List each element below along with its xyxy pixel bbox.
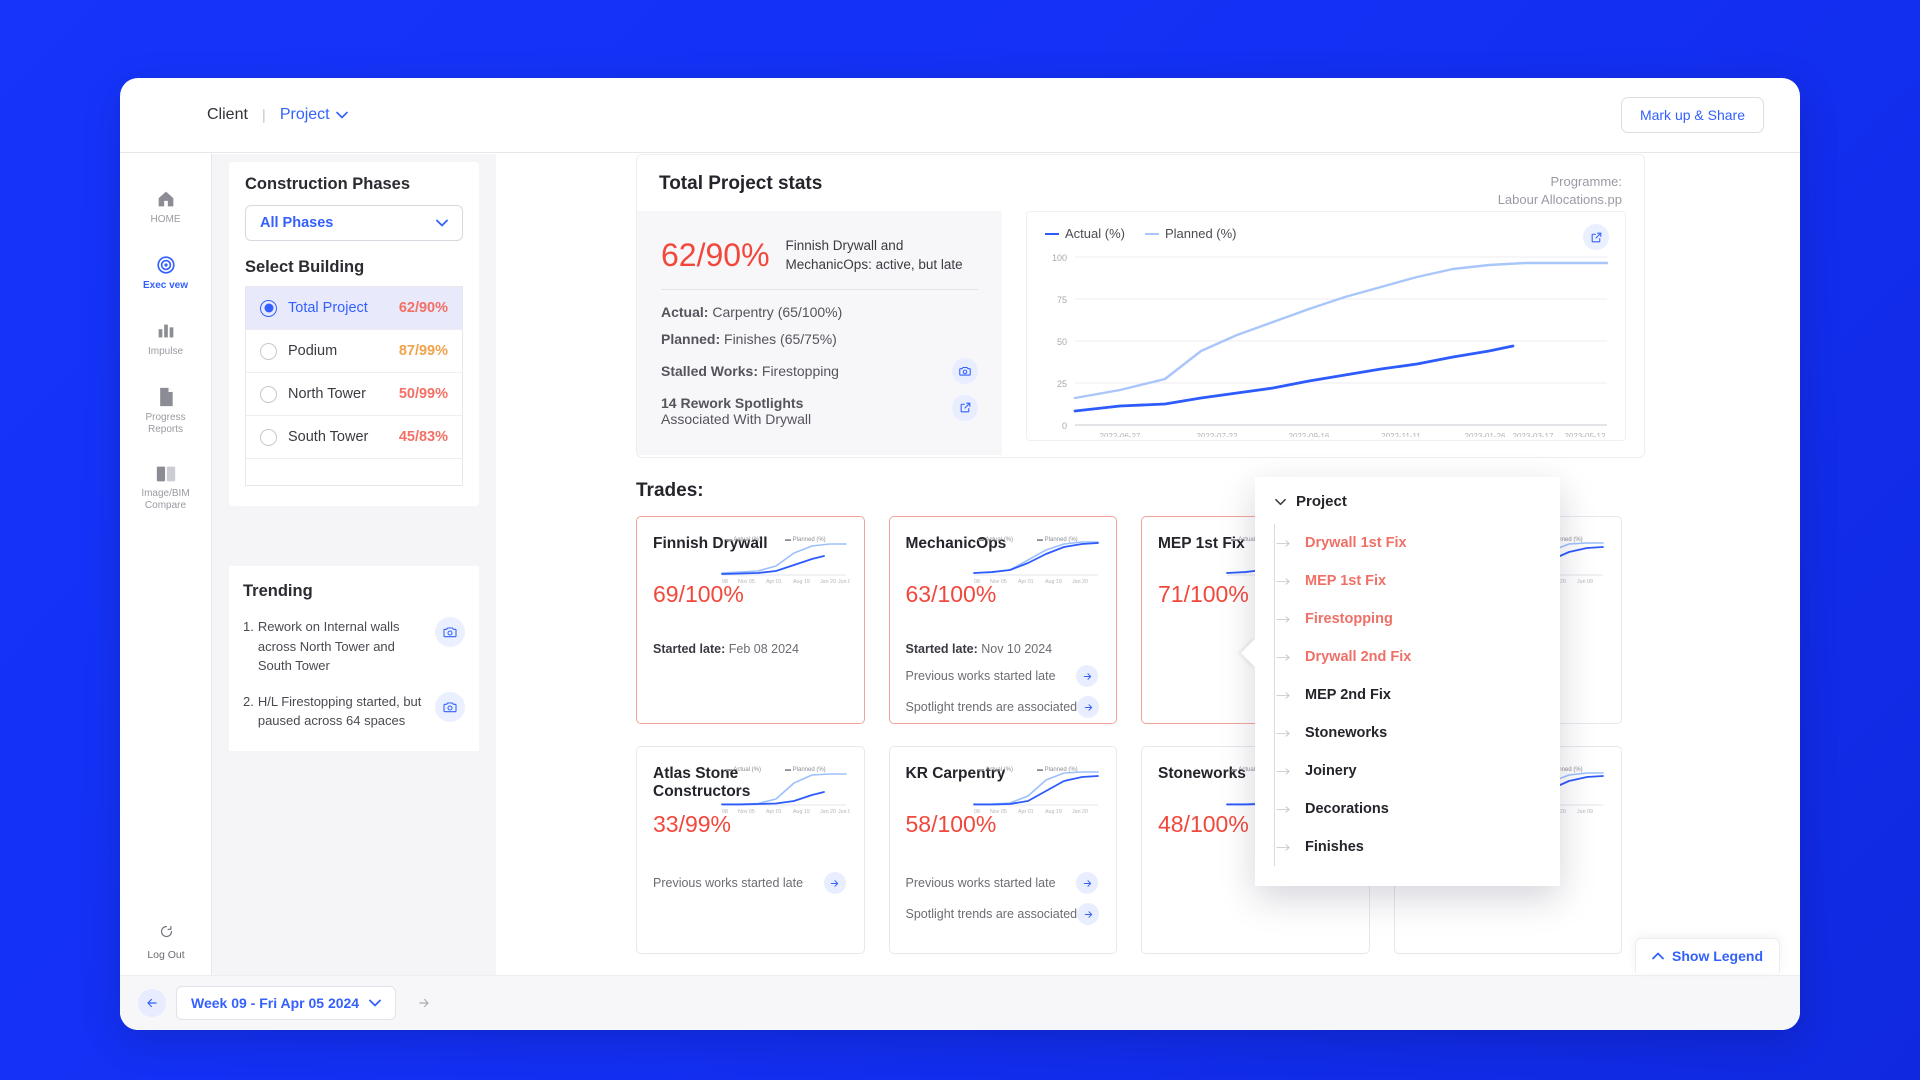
svg-text:▬ Actual (%): ▬ Actual (%) [726,767,761,773]
svg-text:Apr 01: Apr 01 [766,809,782,815]
svg-text:▬ Actual (%): ▬ Actual (%) [978,537,1013,543]
svg-text:50: 50 [1057,337,1067,347]
svg-text:Nov 05: Nov 05 [738,809,755,815]
svg-text:▬ Planned (%): ▬ Planned (%) [785,767,826,773]
svg-text:0: 0 [1062,421,1067,431]
svg-text:Jan 20: Jan 20 [1072,579,1088,585]
svg-text:Jun 09: Jun 09 [838,579,850,585]
svg-text:Apr 01: Apr 01 [1018,579,1034,585]
svg-text:Apr 01: Apr 01 [1018,809,1034,815]
svg-text:08: 08 [722,579,728,585]
svg-text:2023-03-17: 2023-03-17 [1513,432,1554,437]
svg-text:2022-07-22: 2022-07-22 [1197,432,1238,437]
svg-text:Jan 20: Jan 20 [820,579,836,585]
svg-text:▬ Planned (%): ▬ Planned (%) [785,537,826,543]
svg-text:Jun 09: Jun 09 [1577,809,1593,815]
svg-text:08: 08 [722,809,728,815]
svg-text:▬ Planned (%): ▬ Planned (%) [1037,537,1078,543]
svg-text:Jan 20: Jan 20 [820,809,836,815]
svg-text:Jan 20: Jan 20 [1072,809,1088,815]
svg-text:08: 08 [974,579,980,585]
svg-text:Aug 19: Aug 19 [1045,809,1062,815]
svg-text:▬ Actual (%): ▬ Actual (%) [726,537,761,543]
svg-text:Aug 19: Aug 19 [1045,579,1062,585]
svg-text:2023-05-12: 2023-05-12 [1565,432,1606,437]
svg-text:2022-06-27: 2022-06-27 [1100,432,1141,437]
svg-text:Apr 01: Apr 01 [766,579,782,585]
svg-text:2023-01-26: 2023-01-26 [1465,432,1506,437]
svg-text:Nov 05: Nov 05 [990,579,1007,585]
svg-text:Aug 19: Aug 19 [793,579,810,585]
svg-text:08: 08 [974,809,980,815]
svg-text:2022-09-16: 2022-09-16 [1289,432,1330,437]
svg-text:100: 100 [1052,253,1067,263]
svg-text:Aug 19: Aug 19 [793,809,810,815]
svg-text:Jun 09: Jun 09 [838,809,850,815]
svg-text:Nov 05: Nov 05 [990,809,1007,815]
svg-text:Nov 05: Nov 05 [738,579,755,585]
svg-text:25: 25 [1057,379,1067,389]
svg-text:▬ Actual (%): ▬ Actual (%) [978,767,1013,773]
svg-text:Jun 09: Jun 09 [1577,579,1593,585]
svg-text:2022-11-11: 2022-11-11 [1381,432,1421,437]
svg-text:75: 75 [1057,295,1067,305]
